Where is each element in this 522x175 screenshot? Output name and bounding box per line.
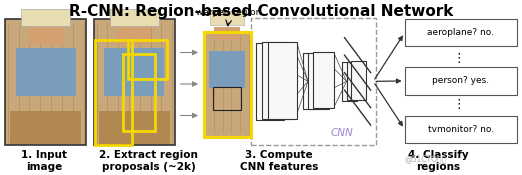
Bar	[313, 52, 334, 108]
Bar	[29, 26, 63, 44]
Text: 4. Classify
regions: 4. Classify regions	[408, 150, 469, 172]
Bar	[117, 26, 151, 44]
Bar	[94, 19, 175, 145]
Text: ⋮: ⋮	[452, 52, 465, 65]
Text: 2. Extract region
proposals (~2k): 2. Extract region proposals (~2k)	[99, 150, 198, 172]
Text: warped region: warped region	[196, 8, 262, 17]
Text: 1. Input
image: 1. Input image	[21, 150, 67, 172]
Bar	[5, 19, 86, 145]
Bar	[209, 51, 245, 88]
Bar	[256, 43, 284, 120]
Bar	[95, 40, 132, 145]
Bar	[128, 40, 167, 79]
Bar	[351, 61, 366, 100]
Text: CNN: CNN	[330, 128, 353, 138]
Bar	[204, 32, 251, 136]
Bar	[104, 48, 164, 96]
Text: R-CNN: Region-based Convolutional Network: R-CNN: Region-based Convolutional Networ…	[69, 4, 453, 19]
Bar	[214, 27, 240, 40]
Bar	[99, 111, 170, 144]
Bar	[405, 116, 517, 143]
Bar	[405, 19, 517, 46]
Text: 3. Compute
CNN features: 3. Compute CNN features	[240, 150, 318, 172]
Bar	[347, 62, 361, 100]
Bar	[342, 62, 357, 101]
Bar	[10, 111, 81, 144]
Bar	[405, 67, 517, 94]
Bar	[262, 42, 291, 119]
Bar	[251, 18, 376, 145]
Bar	[303, 53, 324, 109]
Bar	[123, 54, 155, 131]
Bar	[210, 11, 244, 24]
Text: person? yes.: person? yes.	[432, 76, 489, 85]
Bar	[204, 32, 251, 136]
Bar	[308, 53, 329, 109]
Bar	[21, 9, 70, 26]
Bar	[16, 48, 76, 96]
Text: aeroplane? no.: aeroplane? no.	[427, 28, 494, 37]
Text: tvmonitor? no.: tvmonitor? no.	[428, 125, 494, 134]
Bar	[213, 87, 241, 110]
Text: @51CTO博客: @51CTO博客	[405, 154, 446, 163]
Bar	[268, 42, 297, 119]
Text: ⋮: ⋮	[452, 98, 465, 111]
Bar	[110, 9, 159, 26]
